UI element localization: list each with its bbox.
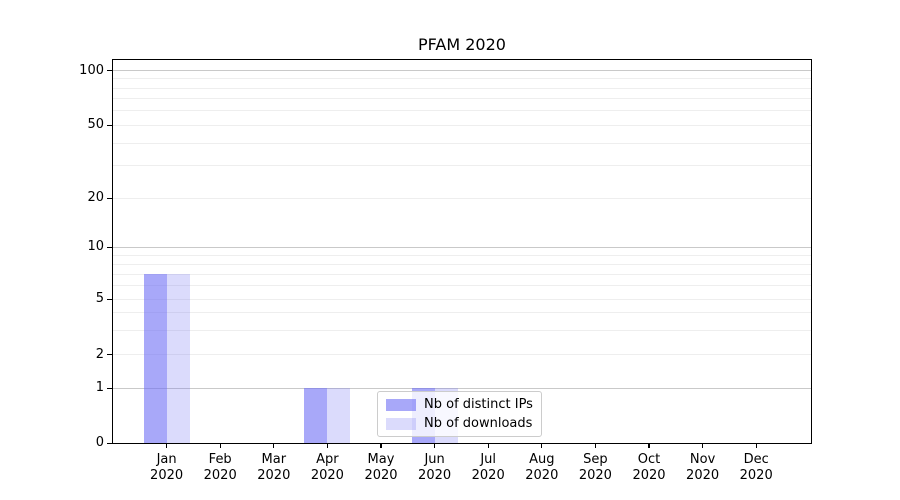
x-tick-mar xyxy=(273,443,275,449)
x-tick-label-sep: Sep 2020 xyxy=(578,452,612,483)
y-tick-label-1: 1 xyxy=(95,380,104,396)
x-tick-jan xyxy=(166,443,168,449)
bar-apr-s0 xyxy=(304,388,328,444)
gridline-y-1 xyxy=(113,387,811,389)
legend-swatch-downloads xyxy=(386,417,416,430)
x-tick-label-jun: Jun 2020 xyxy=(418,452,452,483)
y-tick-20 xyxy=(107,197,113,199)
gridline-y-5 xyxy=(113,298,811,300)
gridline-y-2 xyxy=(113,354,811,356)
y-tick-label-0: 0 xyxy=(95,435,104,451)
y-tick-50 xyxy=(107,124,113,126)
x-tick-feb xyxy=(219,443,221,449)
y-tick-label-2: 2 xyxy=(95,346,104,362)
y-tick-5 xyxy=(107,298,113,300)
x-tick-sep xyxy=(594,443,597,449)
y-tick-label-20: 20 xyxy=(87,190,104,206)
y-tick-label-10: 10 xyxy=(87,239,104,255)
x-tick-label-apr: Apr 2020 xyxy=(310,452,344,483)
gridline-y-50 xyxy=(113,124,811,126)
gridline-y-10 xyxy=(113,246,811,248)
y-tick-label-50: 50 xyxy=(87,117,104,133)
x-tick-label-jan: Jan 2020 xyxy=(150,452,184,483)
bar-apr-s1 xyxy=(327,388,351,444)
x-tick-label-jul: Jul 2020 xyxy=(471,452,505,483)
x-tick-label-mar: Mar 2020 xyxy=(257,452,291,483)
legend-label-distinct-ips: Nb of distinct IPs xyxy=(424,397,533,412)
legend-item-distinct-ips: Nb of distinct IPs xyxy=(386,395,533,414)
gridline-y-7 xyxy=(113,273,811,275)
gridline-y-3 xyxy=(113,329,811,331)
x-tick-label-may: May 2020 xyxy=(364,452,398,483)
x-tick-dec xyxy=(755,443,757,449)
bar-jan-s0 xyxy=(143,274,167,444)
gridline-y-80 xyxy=(113,87,811,89)
x-tick-label-nov: Nov 2020 xyxy=(686,452,720,483)
y-tick-label-5: 5 xyxy=(95,291,104,307)
gridline-y-90 xyxy=(113,78,811,80)
x-tick-may xyxy=(380,443,382,449)
y-tick-0 xyxy=(107,442,113,444)
gridline-y-4 xyxy=(113,312,811,314)
x-tick-jun xyxy=(434,443,436,449)
gridline-y-20 xyxy=(113,197,811,199)
gridline-y-60 xyxy=(113,110,811,112)
y-tick-label-100: 100 xyxy=(79,62,104,78)
gridline-y-30 xyxy=(113,165,811,167)
y-tick-1 xyxy=(107,387,113,389)
x-tick-nov xyxy=(702,443,704,449)
y-tick-100 xyxy=(107,70,113,72)
x-tick-label-dec: Dec 2020 xyxy=(739,452,773,483)
gridline-y-6 xyxy=(113,285,811,287)
y-tick-10 xyxy=(107,246,113,248)
gridline-y-9 xyxy=(113,254,811,256)
x-tick-apr xyxy=(326,443,329,449)
chart-title: PFAM 2020 xyxy=(418,35,506,54)
y-tick-2 xyxy=(107,354,113,356)
x-tick-label-feb: Feb 2020 xyxy=(203,452,237,483)
gridline-y-40 xyxy=(113,142,811,144)
x-tick-jul xyxy=(487,443,489,449)
gridline-y-70 xyxy=(113,98,811,100)
x-tick-label-oct: Oct 2020 xyxy=(632,452,666,483)
gridline-y-100 xyxy=(113,70,811,72)
bar-jan-s1 xyxy=(166,274,190,444)
x-tick-aug xyxy=(541,443,543,449)
x-tick-label-aug: Aug 2020 xyxy=(525,452,559,483)
x-tick-oct xyxy=(648,443,650,449)
gridline-y-8 xyxy=(113,263,811,265)
legend-label-downloads: Nb of downloads xyxy=(424,416,533,431)
plot-area xyxy=(113,60,811,444)
legend-swatch-distinct-ips xyxy=(386,398,416,411)
legend: Nb of distinct IPs Nb of downloads xyxy=(377,391,542,437)
legend-item-downloads: Nb of downloads xyxy=(386,414,533,433)
